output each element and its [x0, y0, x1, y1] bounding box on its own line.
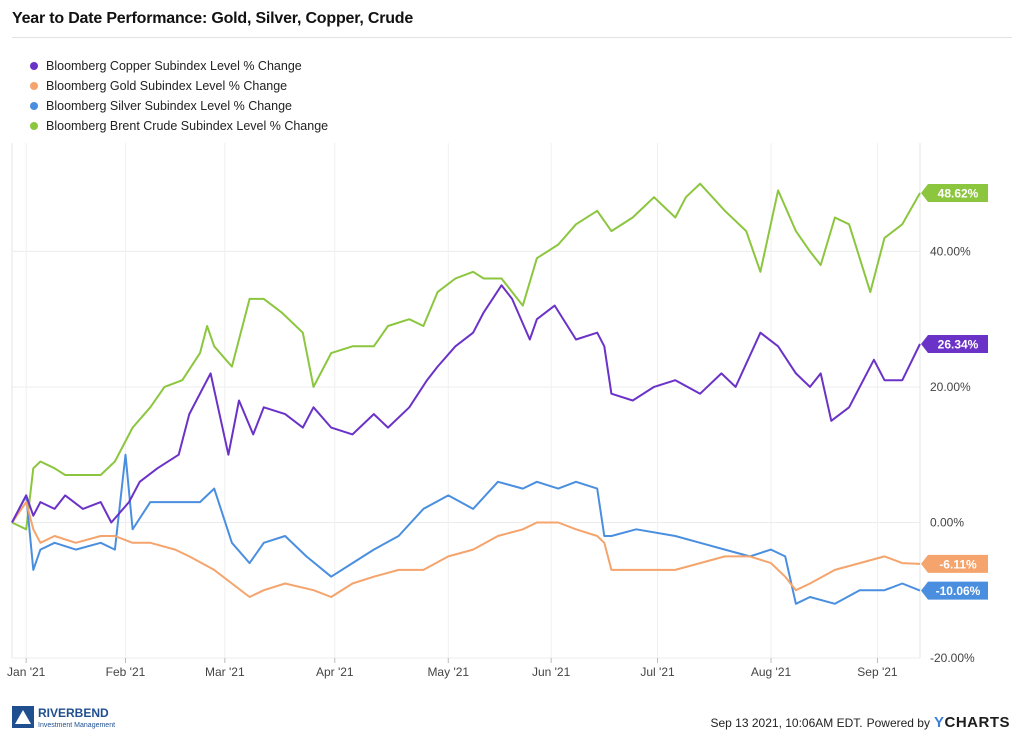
x-tick-label: Mar '21	[205, 665, 245, 679]
ycharts-brand-text: CHARTS	[944, 714, 1010, 731]
footer-powered-by: Powered by	[866, 715, 930, 730]
legend-label-copper: Bloomberg Copper Subindex Level % Change	[46, 59, 302, 73]
legend-dot-gold	[30, 82, 38, 90]
legend-label-silver: Bloomberg Silver Subindex Level % Change	[46, 99, 292, 113]
legend-label-gold: Bloomberg Gold Subindex Level % Change	[46, 79, 288, 93]
x-tick-label: Jun '21	[532, 665, 571, 679]
x-tick-label: Jul '21	[640, 665, 675, 679]
x-tick-label: Feb '21	[106, 665, 146, 679]
legend-item-brent[interactable]: Bloomberg Brent Crude Subindex Level % C…	[30, 116, 328, 136]
logo-mark-glyph	[15, 710, 31, 724]
series-line-gold	[11, 501, 921, 598]
legend-dot-brent	[30, 122, 38, 130]
end-value-label-silver: -10.06%	[936, 584, 981, 598]
logo-sub: Investment Management	[38, 722, 115, 729]
riverbend-logo: RIVERBEND Investment Management	[12, 706, 115, 729]
series-line-brent	[11, 182, 921, 531]
legend-dot-silver	[30, 102, 38, 110]
legend-dot-copper	[30, 62, 38, 70]
chart-footer: Sep 13 2021, 10:06AM EDT. Powered by YCH…	[711, 714, 1011, 731]
y-tick-label: 0.00%	[930, 515, 964, 529]
logo-name: RIVERBEND	[38, 706, 109, 720]
end-value-label-gold: -6.11%	[939, 557, 977, 571]
legend-label-brent: Bloomberg Brent Crude Subindex Level % C…	[46, 119, 329, 133]
end-value-label-brent: 48.62%	[938, 187, 979, 201]
x-tick-label: Aug '21	[751, 665, 792, 679]
legend-item-gold[interactable]: Bloomberg Gold Subindex Level % Change	[30, 76, 328, 96]
chart-legend: Bloomberg Copper Subindex Level % Change…	[30, 56, 328, 136]
y-tick-label: -20.00%	[930, 651, 975, 665]
footer-timestamp: Sep 13 2021, 10:06AM EDT.	[710, 715, 863, 730]
series-line-silver	[11, 453, 921, 605]
legend-item-copper[interactable]: Bloomberg Copper Subindex Level % Change	[30, 56, 328, 76]
ycharts-brand[interactable]: YCHARTS	[934, 714, 1010, 731]
x-tick-label: Apr '21	[316, 665, 354, 679]
x-tick-label: Jan '21	[7, 665, 46, 679]
x-tick-label: May '21	[427, 665, 469, 679]
end-value-badge-gold	[921, 554, 988, 573]
y-tick-label: 20.00%	[930, 380, 971, 394]
series-line-copper	[11, 284, 921, 524]
x-tick-label: Sep '21	[857, 665, 898, 679]
legend-item-silver[interactable]: Bloomberg Silver Subindex Level % Change	[30, 96, 328, 116]
end-value-badge-brent	[921, 184, 988, 203]
end-value-badge-silver	[921, 581, 988, 600]
y-tick-label: 40.00%	[930, 244, 971, 258]
end-value-label-copper: 26.34%	[938, 337, 979, 351]
ycharts-brand-y: Y	[933, 714, 945, 731]
chart-title: Year to Date Performance: Gold, Silver, …	[12, 10, 414, 27]
title-divider	[12, 37, 1012, 38]
end-value-badge-copper	[921, 334, 988, 353]
